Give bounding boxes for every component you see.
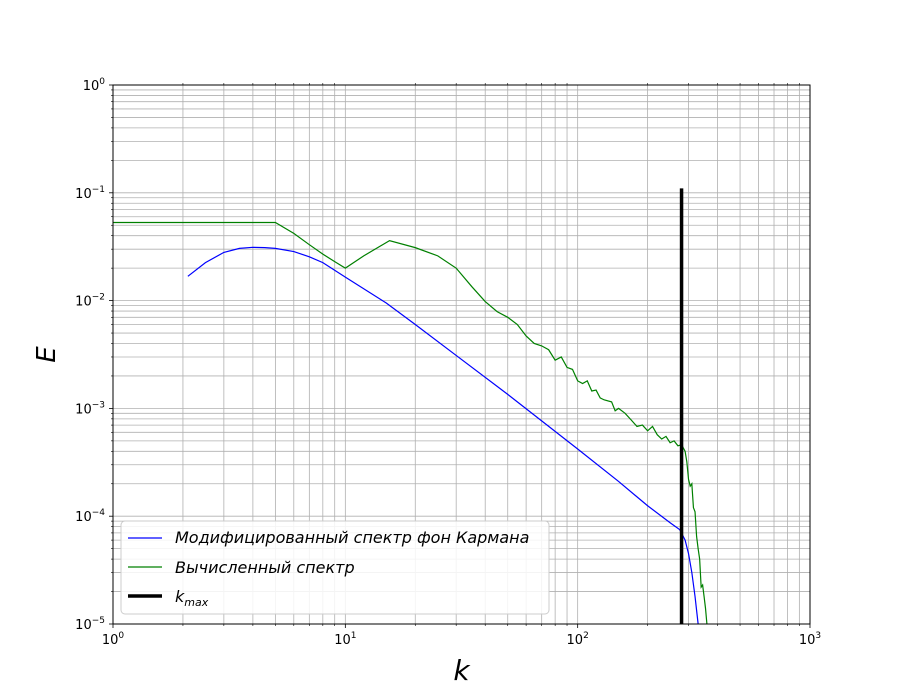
y-tick-base: 10 (75, 618, 92, 633)
y-tick-base: 10 (75, 295, 92, 310)
x-tick-base: 10 (567, 633, 584, 648)
y-tick-exponent: −1 (92, 185, 105, 195)
plot-frame (112, 84, 811, 625)
x-tick-exponent: 1 (351, 631, 357, 641)
x-tick-exponent: 0 (118, 631, 124, 641)
y-tick-exponent: −5 (92, 616, 105, 626)
y-tick-base: 10 (75, 510, 92, 525)
x-tick-base: 10 (334, 633, 351, 648)
y-tick-label: 10−2 (75, 293, 105, 310)
legend-label-computed: Вычисленный спектр (175, 558, 355, 577)
legend-label-kmax: kmax (175, 587, 209, 609)
y-axis-label: E (32, 346, 62, 363)
x-tick-base: 10 (799, 633, 816, 648)
series-layer (113, 188, 708, 624)
legend: Модифицированный спектр фон Кармана Вычи… (120, 520, 550, 615)
series-line-computed (113, 221, 708, 624)
y-tick-label: 10−4 (75, 508, 105, 525)
x-tick-label: 102 (567, 631, 589, 648)
legend-kmax-base: k (175, 587, 185, 606)
x-tick-label: 101 (334, 631, 356, 648)
legend-label-von-karman: Модифицированный спектр фон Кармана (175, 528, 529, 547)
y-tick-base: 10 (75, 187, 92, 202)
y-tick-base: 10 (75, 402, 92, 417)
y-tick-exponent: 0 (99, 77, 105, 87)
y-tick-exponent: −2 (92, 293, 105, 303)
x-tick-base: 10 (102, 633, 119, 648)
x-tick-label: 100 (102, 631, 125, 648)
y-tick-label: 100 (83, 77, 106, 94)
x-tick-exponent: 3 (815, 631, 821, 641)
y-tick-label: 10−3 (75, 400, 105, 417)
y-tick-label: 10−1 (75, 185, 105, 202)
x-tick-label: 103 (799, 631, 821, 648)
series-line-von-karman (187, 246, 699, 624)
y-tick-base: 10 (83, 79, 100, 94)
y-tick-label: 10−5 (75, 616, 105, 633)
x-axis-label: k (453, 654, 471, 687)
legend-box (120, 520, 550, 615)
y-tick-exponent: −4 (92, 508, 106, 518)
x-tick-exponent: 2 (583, 631, 589, 641)
y-tick-exponent: −3 (92, 400, 105, 410)
legend-kmax-sub: max (184, 596, 208, 609)
